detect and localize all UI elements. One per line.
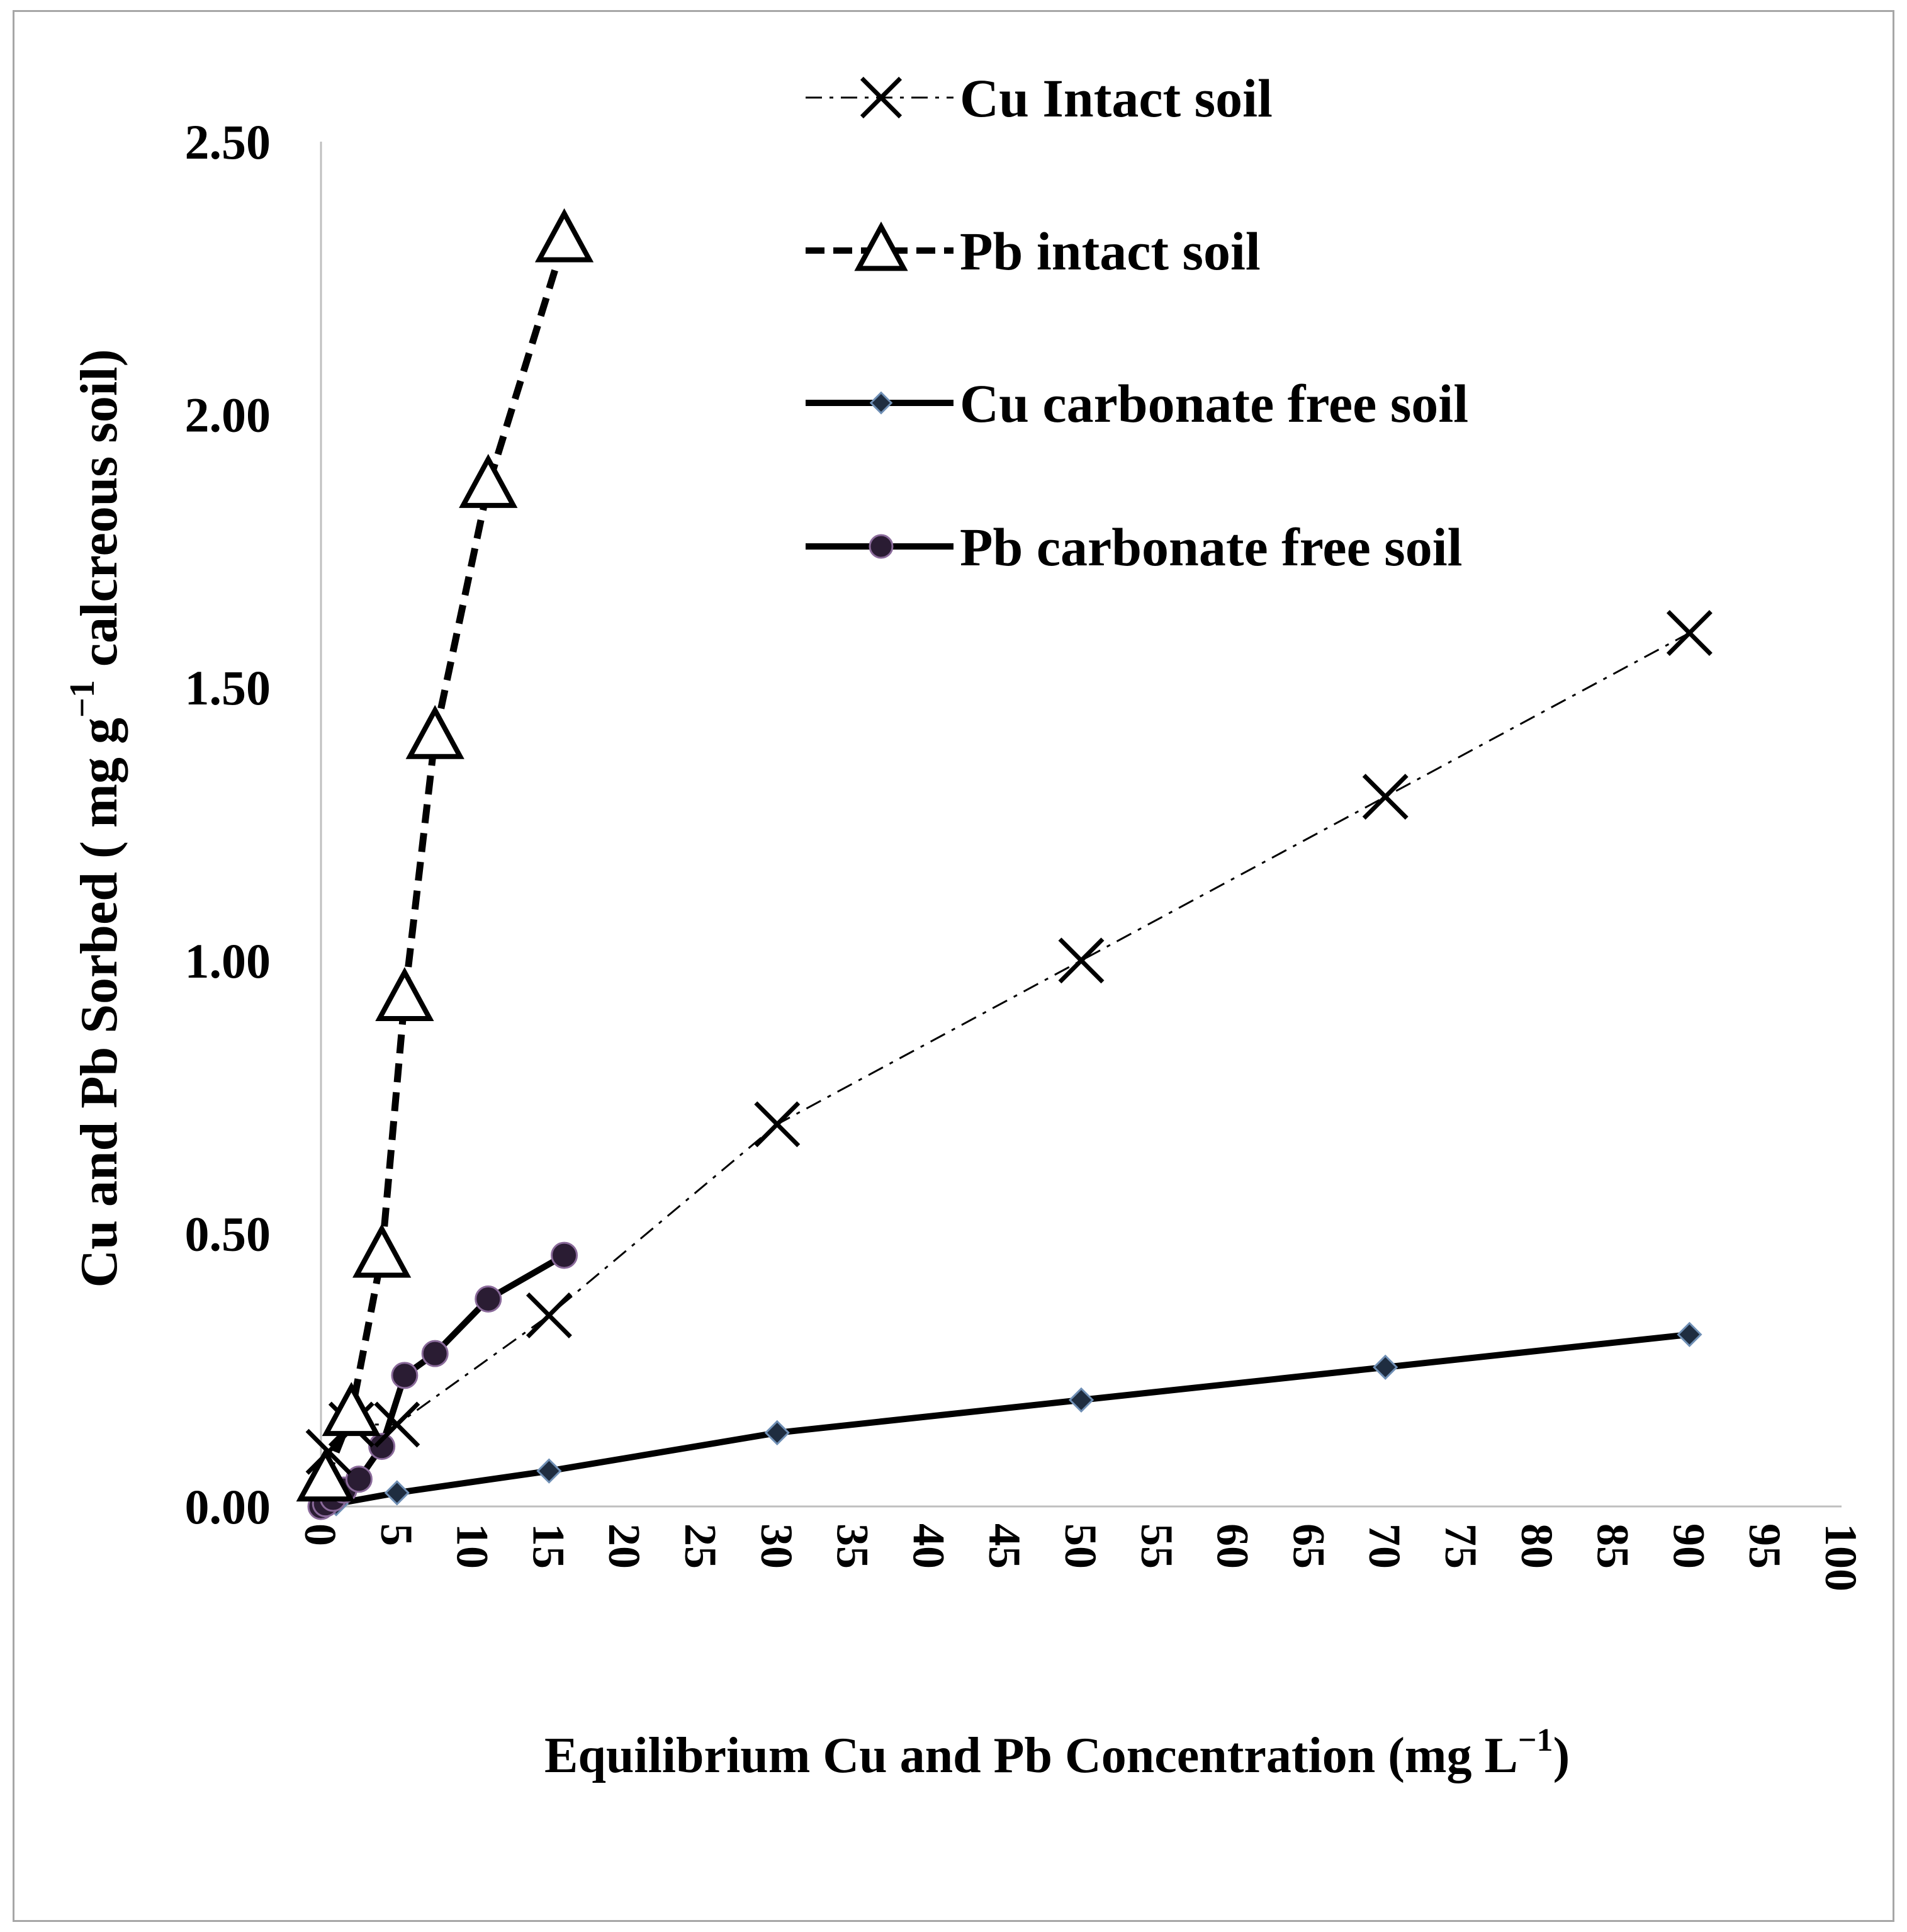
y-axis-title-tail: calcreous soil) [70, 349, 128, 680]
legend-label: Cu Intact soil [960, 68, 1273, 128]
data-point [526, 1292, 572, 1338]
data-point [391, 1362, 419, 1389]
y-tick-label: 0.50 [185, 1206, 271, 1261]
x-tick-label: 75 [1436, 1523, 1486, 1569]
legend-item: Pb intact soil [806, 221, 1261, 281]
data-point [296, 1447, 355, 1502]
legend-marker [869, 391, 893, 415]
y-axis-title: Cu and Pb Sorbed ( mg g−1 calcreous soil… [63, 349, 128, 1287]
x-tick-label: 15 [523, 1523, 573, 1569]
series-1 [296, 208, 594, 1502]
legend-label: Cu carbonate free soil [960, 373, 1468, 434]
legend-item: Cu carbonate free soil [806, 373, 1468, 434]
y-tick-label: 1.50 [185, 660, 271, 715]
data-point [475, 1285, 502, 1313]
series-2 [308, 1321, 1702, 1520]
data-point [459, 453, 518, 508]
legend-marker [860, 76, 903, 119]
chart-frame [13, 10, 1894, 1922]
x-tick-labels: 0 5 10 15 20 25 30 35 40 45 50 55 60 65 70 75 80 85 90 95 10… [295, 1523, 1866, 1591]
x-tick-label: 90 [1663, 1523, 1714, 1569]
data-point [534, 208, 594, 263]
x-tick-label: 25 [675, 1523, 726, 1569]
x-tick-label: 65 [1283, 1523, 1334, 1569]
data-point [352, 1223, 412, 1278]
x-tick-label: 10 [447, 1523, 498, 1569]
data-point [375, 967, 434, 1022]
legend-label: Pb intact soil [960, 221, 1261, 281]
y-tick-label: 1.00 [185, 934, 271, 988]
y-axis-title-superscript: −1 [63, 680, 102, 718]
x-tick-label: 20 [599, 1523, 650, 1569]
x-tick-label: 60 [1208, 1523, 1258, 1569]
axes [320, 142, 1842, 1508]
data-point [764, 1420, 790, 1446]
x-tick-label: 30 [751, 1523, 802, 1569]
data-point [405, 704, 464, 759]
data-point [1677, 1321, 1702, 1347]
y-tick-label: 0.00 [185, 1479, 271, 1534]
legend-item: Cu Intact soil [806, 68, 1273, 128]
x-tick-label: 80 [1512, 1523, 1562, 1569]
series-layer [296, 208, 1713, 1520]
x-tick-label: 45 [979, 1523, 1030, 1569]
x-tick-label: 50 [1055, 1523, 1106, 1569]
legend-item: Pb carbonate free soil [806, 517, 1463, 577]
legend-marker [869, 534, 894, 559]
x-tick-label: 100 [1816, 1523, 1866, 1591]
data-point [1666, 610, 1713, 656]
series-3 [307, 1241, 578, 1520]
data-point [421, 1340, 449, 1367]
data-point [374, 1401, 420, 1448]
x-axis-title-tail: ) [1553, 1728, 1570, 1783]
data-point [345, 1466, 373, 1493]
legend: Cu Intact soil Pb intact soil Cu carbonate… [806, 68, 1468, 577]
data-point [1058, 937, 1105, 984]
data-point [384, 1480, 410, 1506]
x-tick-label: 95 [1740, 1523, 1790, 1569]
x-tick-label: 5 [371, 1523, 422, 1546]
x-axis-title: Equilibrium Cu and Pb Concentration (mg … [544, 1722, 1570, 1783]
legend-label: Pb carbonate free soil [960, 517, 1463, 577]
y-tick-label: 2.00 [185, 388, 271, 443]
x-tick-label: 85 [1588, 1523, 1638, 1569]
x-tick-label: 35 [828, 1523, 878, 1569]
data-point [1362, 774, 1409, 820]
x-tick-label: 55 [1132, 1523, 1182, 1569]
y-tick-labels: 0.00 0.50 1.00 1.50 2.00 2.50 [185, 115, 271, 1534]
x-tick-label: 70 [1359, 1523, 1410, 1569]
data-point [536, 1458, 562, 1484]
y-tick-label: 2.50 [185, 115, 271, 169]
x-axis-title-superscript: −1 [1518, 1722, 1553, 1758]
data-point [551, 1241, 578, 1269]
series-line [320, 1331, 1690, 1510]
x-tick-label: 0 [295, 1523, 346, 1546]
data-point [322, 1382, 381, 1437]
x-tick-label: 40 [903, 1523, 954, 1569]
series-0 [305, 610, 1713, 1475]
data-point [754, 1101, 801, 1148]
legend-marker [854, 221, 908, 271]
data-point [1373, 1354, 1398, 1380]
data-point [368, 1433, 396, 1460]
data-point [1068, 1387, 1094, 1413]
